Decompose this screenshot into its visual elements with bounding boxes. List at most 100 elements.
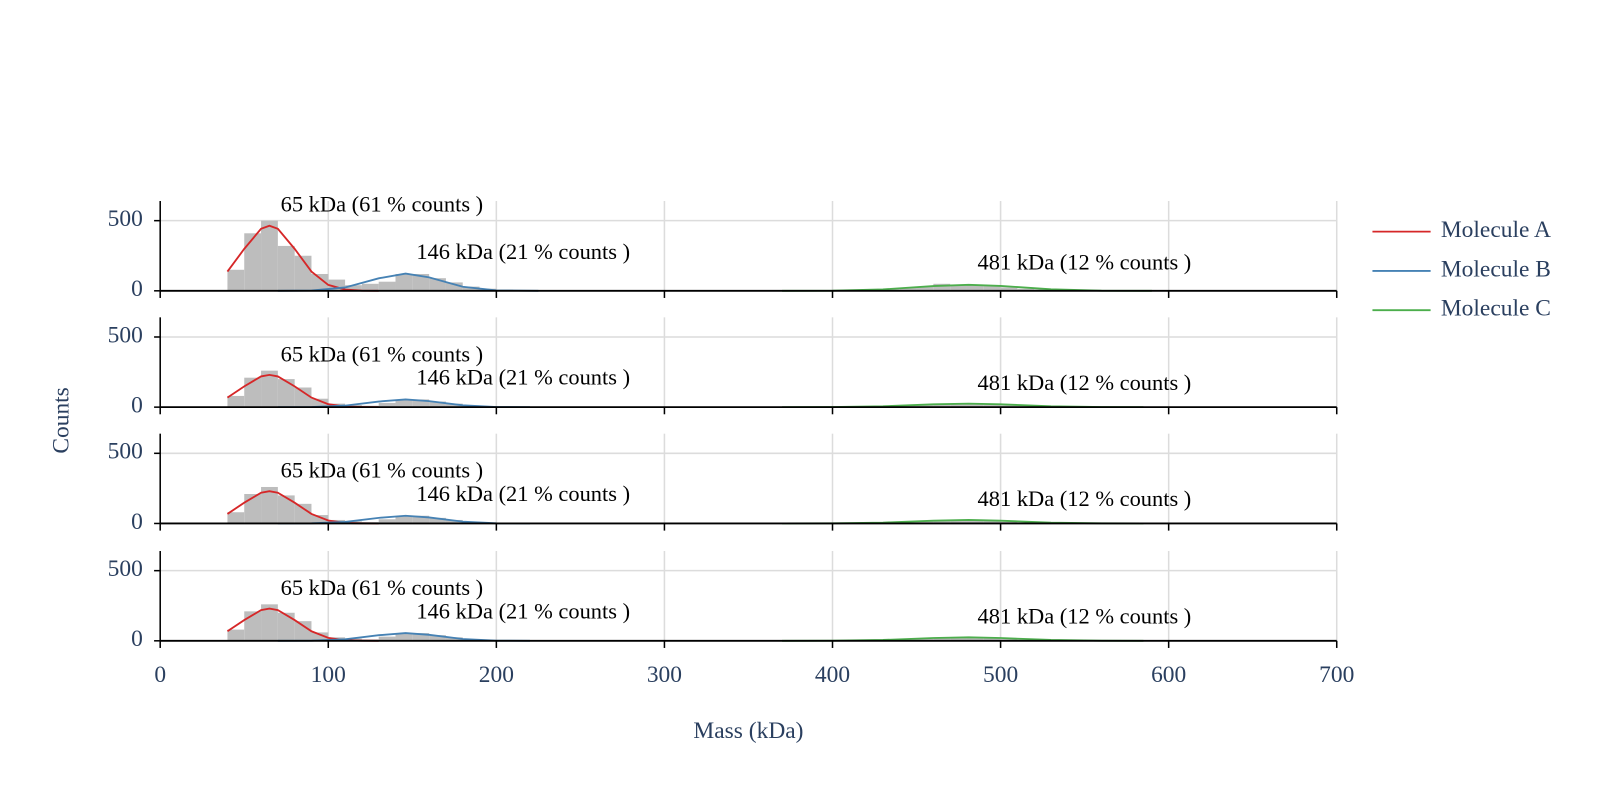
x-axis-title: Mass (kDa): [693, 718, 803, 744]
histogram-bar: [277, 495, 295, 524]
histogram-bar: [412, 633, 430, 641]
legend-label: Molecule A: [1441, 217, 1551, 243]
histogram-bar: [361, 283, 379, 291]
histogram-bar: [916, 638, 934, 641]
histogram-bar: [412, 399, 430, 408]
histogram-bar: [1000, 287, 1018, 291]
histogram-bar: [983, 638, 1001, 641]
x-tick-label: 0: [154, 662, 166, 688]
histogram-bar: [378, 519, 396, 524]
histogram-bar: [294, 387, 312, 408]
peak-annotation: 146 kDa (21 % counts ): [416, 481, 630, 506]
x-tick-label: 300: [647, 662, 682, 688]
y-tick-label: 500: [108, 556, 143, 582]
histogram-bar: [966, 403, 984, 408]
histogram-bar: [261, 370, 278, 408]
histogram-bar: [227, 395, 245, 408]
histogram-bar: [277, 245, 295, 291]
x-tick-label: 200: [479, 662, 514, 688]
histogram-bar: [983, 520, 1001, 524]
histogram-bar: [916, 521, 934, 524]
histogram-bar: [244, 494, 262, 524]
histogram-bar: [227, 512, 245, 524]
histogram-bar: [966, 520, 984, 524]
legend-label: Molecule C: [1441, 296, 1551, 322]
histogram-bar: [261, 604, 278, 641]
histogram-bar: [966, 284, 984, 291]
histogram-bar: [966, 637, 984, 641]
histogram-bar: [429, 517, 446, 524]
histogram-bar: [950, 285, 967, 291]
histogram-bar: [227, 269, 245, 291]
histogram-bar: [412, 515, 430, 524]
histogram-bar: [311, 273, 329, 291]
histogram-bar: [1017, 288, 1035, 291]
histogram-bar: [395, 516, 413, 524]
histogram-bar: [916, 286, 934, 291]
histogram-bar: [983, 285, 1001, 291]
peak-annotation: 65 kDa (61 % counts ): [281, 341, 484, 366]
histogram-bar: [933, 283, 951, 291]
x-tick-label: 600: [1151, 662, 1186, 688]
peak-annotation: 146 kDa (21 % counts ): [416, 598, 630, 623]
y-tick-label: 0: [131, 393, 143, 419]
histogram-bar: [395, 633, 413, 641]
y-tick-label: 500: [108, 206, 143, 232]
histogram-bar: [933, 520, 951, 524]
peak-annotation: 481 kDa (12 % counts ): [978, 486, 1192, 511]
histogram-bar: [227, 629, 245, 641]
y-tick-label: 0: [131, 509, 143, 535]
histogram-bar: [378, 402, 396, 408]
histogram-bar: [345, 285, 362, 291]
histogram-bar: [445, 403, 463, 408]
histogram-bar: [277, 612, 295, 641]
peak-annotation: 481 kDa (12 % counts ): [978, 604, 1192, 629]
histogram-bar: [244, 611, 262, 641]
histogram-bar: [950, 638, 967, 641]
peak-annotation: 146 kDa (21 % counts ): [416, 239, 630, 264]
histogram-bar: [445, 519, 463, 524]
histogram-bar: [950, 404, 967, 408]
x-tick-label: 400: [815, 662, 850, 688]
x-tick-label: 500: [983, 662, 1018, 688]
y-tick-label: 0: [131, 626, 143, 652]
histogram-bar: [261, 220, 278, 291]
y-tick-label: 500: [108, 322, 143, 348]
y-tick-label: 0: [131, 276, 143, 302]
y-axis-title: Counts: [49, 387, 75, 453]
histogram-bar: [916, 405, 934, 408]
x-tick-label: 100: [311, 662, 346, 688]
peak-annotation: 65 kDa (61 % counts ): [281, 458, 484, 483]
peak-annotation: 65 kDa (61 % counts ): [281, 191, 484, 216]
histogram-bar: [328, 279, 346, 291]
histogram-bar: [933, 404, 951, 408]
fit-line: [277, 272, 539, 292]
histogram-bar: [294, 621, 312, 641]
peak-annotation: 65 kDa (61 % counts ): [281, 575, 484, 600]
histogram-bar: [933, 637, 951, 641]
histogram-bar: [445, 637, 463, 641]
histogram-bar: [277, 379, 295, 408]
histogram-bar: [429, 635, 446, 641]
peak-annotation: 146 kDa (21 % counts ): [416, 365, 630, 390]
histogram-bar: [462, 286, 480, 291]
legend-label: Molecule B: [1441, 256, 1551, 282]
histogram-bar: [244, 233, 262, 291]
histogram-bar: [395, 273, 413, 291]
histogram-bar: [261, 486, 278, 524]
histogram-bar: [412, 273, 430, 291]
histogram-bar: [445, 282, 463, 291]
histogram-bar: [311, 398, 329, 408]
histogram-bar: [950, 520, 967, 524]
histogram-bar: [899, 288, 917, 291]
histogram-bar: [311, 632, 329, 641]
x-tick-label: 700: [1319, 662, 1354, 688]
histogram-bar: [378, 636, 396, 641]
histogram-bar: [244, 377, 262, 408]
peak-annotation: 481 kDa (12 % counts ): [978, 370, 1192, 395]
histogram-bar: [983, 404, 1001, 408]
histogram-bar: [311, 515, 329, 524]
histogram-bar: [395, 400, 413, 408]
